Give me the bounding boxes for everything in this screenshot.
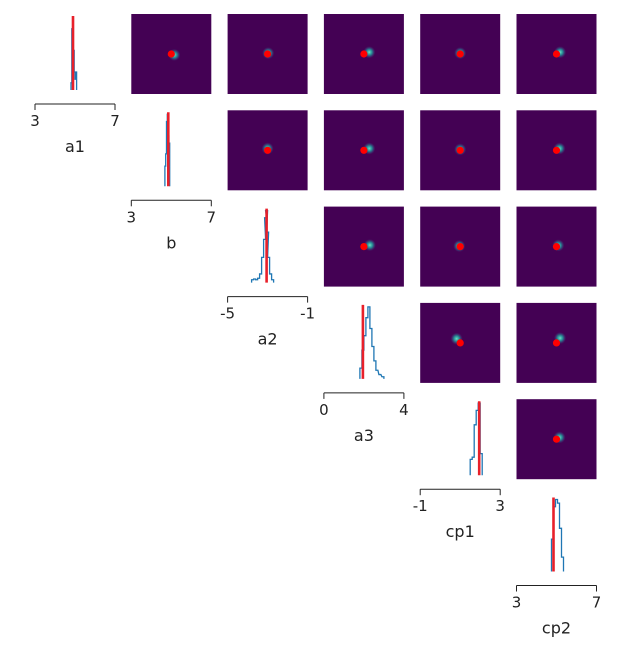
diag-panel-a1: 3 7 a1 [30,16,120,156]
pair-panel-a1-b [131,14,212,94]
pair-panel-b-a2 [227,110,308,191]
true-value-marker [552,243,561,251]
x-tick-label: -5 [220,305,235,323]
pair-panel-a1-a2 [227,14,308,94]
pair-panel-b-cp1 [420,110,501,191]
x-tick-label: 0 [319,401,329,419]
x-tick-label: -1 [300,305,315,323]
true-value-marker [264,146,272,154]
x-tick-label: -1 [413,497,428,515]
parameter-label: a3 [354,426,374,445]
diag-panel-b: 3 7 b [127,112,217,252]
x-tick-label: 3 [30,112,40,130]
pair-panel-b-cp2 [516,110,597,191]
diag-panel-a3: 0 4 a3 [319,304,409,445]
parameter-label: a2 [258,330,278,349]
pair-panel-a2-a3 [323,206,404,287]
diag-panel-cp1: -1 3 cp1 [413,401,505,541]
posterior-histogram [250,209,275,283]
x-tick-label: 7 [207,208,217,226]
true-value-marker [456,243,464,251]
pair-panel-a1-a3 [323,14,404,94]
parameter-label: b [166,233,176,252]
true-value-marker [167,50,175,58]
parameter-label: a1 [65,137,85,156]
true-value-marker [552,146,561,154]
marginal-histograms: 3 7 a1 3 7 b -5 -1 a2 0 4 a3 -1 3 cp1 3 7 cp2 [30,16,601,638]
x-tick-label: 7 [110,112,120,130]
parameter-label: cp2 [542,619,571,638]
diag-panel-a2: -5 -1 a2 [220,208,315,349]
pair-density-panels [131,14,597,480]
x-tick-label: 4 [399,401,409,419]
x-tick-label: 3 [127,208,137,226]
pair-panel-a3-cp1 [420,302,501,383]
x-tick-label: 3 [495,497,505,515]
true-value-marker [552,435,561,443]
true-value-marker [360,146,368,154]
true-value-marker [360,243,368,251]
x-tick-label: 3 [512,594,522,612]
pair-panel-a2-cp2 [516,206,597,287]
diag-panel-cp2: 3 7 cp2 [512,497,602,638]
true-value-marker [456,50,464,58]
pair-panel-a2-cp1 [420,206,501,287]
pair-panel-cp1-cp2 [516,399,597,480]
true-value-marker [360,50,368,58]
true-value-marker [456,339,464,347]
true-value-marker [264,50,272,58]
pair-panel-a1-cp2 [516,14,597,94]
pair-panel-b-a3 [323,110,404,191]
parameter-label: cp1 [446,522,475,541]
pair-panel-a3-cp2 [516,302,597,383]
true-value-marker [552,339,561,347]
pair-panel-a1-cp1 [420,14,501,94]
true-value-marker [456,146,464,154]
x-tick-label: 7 [592,594,602,612]
true-value-marker [552,50,561,58]
